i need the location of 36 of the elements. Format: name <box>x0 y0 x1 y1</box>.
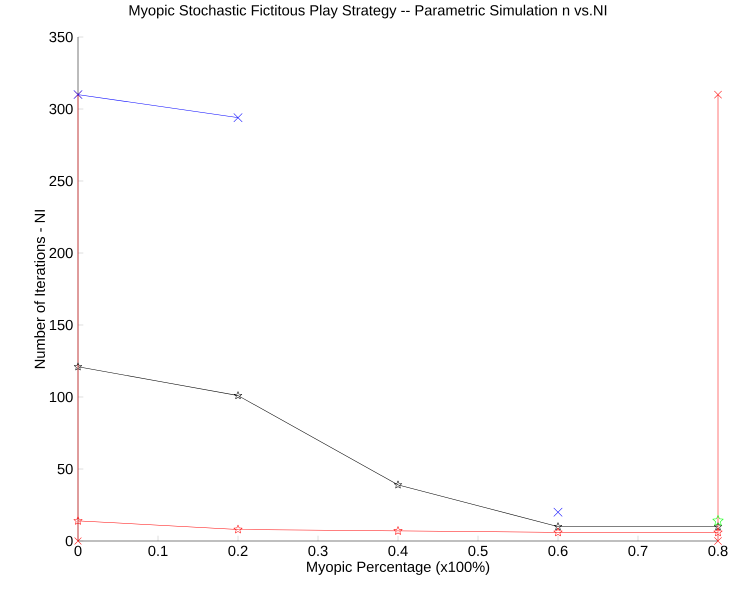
x-tick-label: 0.5 <box>468 546 488 556</box>
x-tick-label: 0.7 <box>628 546 648 556</box>
point <box>394 526 402 535</box>
point <box>74 516 82 525</box>
x-tick-label: 0.3 <box>308 546 328 556</box>
point <box>712 514 724 526</box>
point <box>394 480 402 488</box>
y-tick-label: 300 <box>49 104 73 114</box>
x-tick-label: 0.1 <box>148 546 168 556</box>
point <box>234 524 242 534</box>
y-tick-label: 200 <box>50 248 73 258</box>
point <box>74 362 82 370</box>
chart-title: Myopic Stochastic Fictitous Play Strategy -- Parametric Simulation n vs.NI <box>130 4 606 18</box>
x-tick-label: 0.2 <box>228 546 248 556</box>
y-tick-label: 50 <box>58 464 73 474</box>
point <box>553 508 563 517</box>
y-tick-label: 350 <box>49 32 73 42</box>
point <box>714 90 722 99</box>
point <box>714 528 722 536</box>
y-tick-label: 100 <box>50 392 73 402</box>
x-tick-label: 0.8 <box>708 546 728 556</box>
point <box>233 113 243 122</box>
point <box>554 522 562 530</box>
point <box>234 391 242 400</box>
y-axis-title: Number of Iterations - NI <box>34 210 46 368</box>
y-tick-label: 0 <box>66 536 73 546</box>
point <box>714 537 722 545</box>
x-tick-label: 0.6 <box>548 546 568 556</box>
x-axis-title: Myopic Percentage (x100%) <box>307 561 490 575</box>
point <box>554 528 562 536</box>
x-tick-label: 0.4 <box>388 546 408 556</box>
y-tick-label: 250 <box>50 176 73 186</box>
x-tick-label: 0 <box>74 546 82 556</box>
y-tick-label: 150 <box>50 320 73 330</box>
point <box>714 522 722 530</box>
point <box>74 537 82 545</box>
